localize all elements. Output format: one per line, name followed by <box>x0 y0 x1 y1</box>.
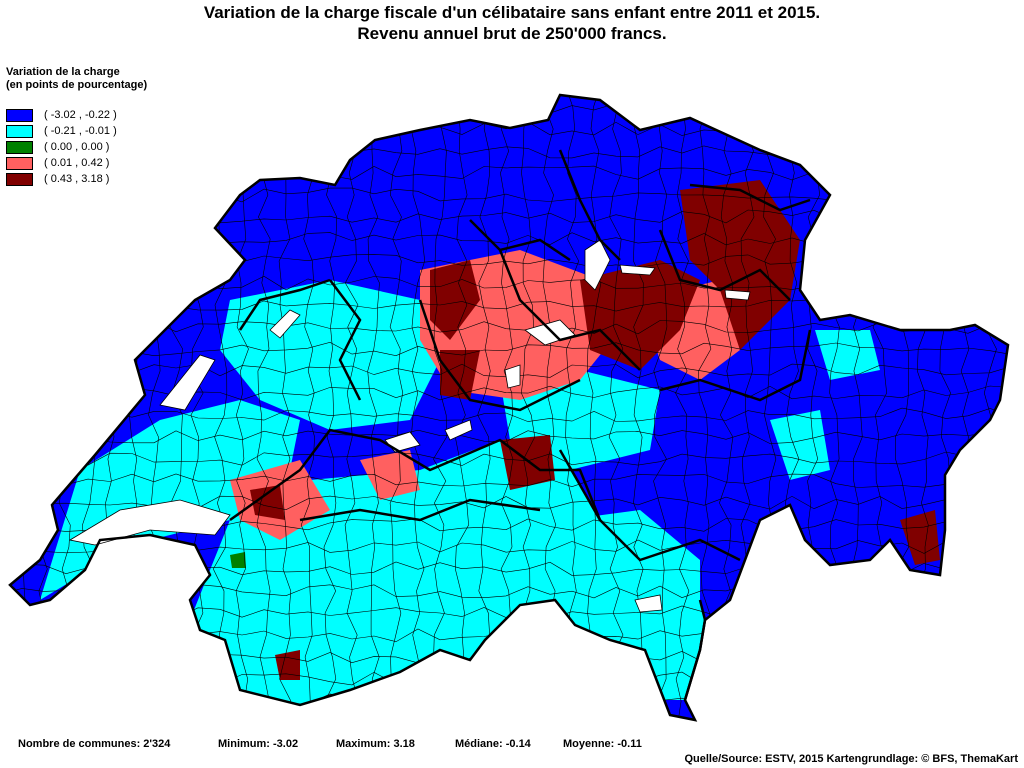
legend-swatch <box>6 109 33 122</box>
canton-border <box>498 249 641 371</box>
commune-boundary <box>0 85 4 723</box>
class-fill <box>230 552 246 568</box>
lake <box>619 264 656 276</box>
commune-boundary <box>15 95 29 720</box>
commune-boundary <box>103 95 117 720</box>
canton-border <box>238 278 331 331</box>
canton-border <box>558 449 741 562</box>
commune-boundary <box>278 95 292 720</box>
commune-boundary <box>10 100 1008 115</box>
lake <box>269 309 301 339</box>
commune-boundary <box>10 671 1008 687</box>
legend-title-2: (en points de pourcentage) <box>6 79 148 91</box>
commune-boundary <box>10 715 1008 720</box>
commune-boundary <box>477 95 491 720</box>
legend-label: ( -3.02 , -0.22 ) <box>44 109 117 121</box>
commune-boundary <box>300 95 315 720</box>
stat-communes: Nombre de communes: 2'324 <box>18 738 171 750</box>
commune-boundary <box>10 627 1008 643</box>
canton-border <box>299 498 541 522</box>
stat-minimum: Minimum: -3.02 <box>218 738 299 750</box>
class-fill <box>680 180 800 350</box>
country-outline <box>8 93 1010 722</box>
legend: Variation de la charge (en points de pou… <box>6 66 148 186</box>
legend-swatch <box>6 141 33 154</box>
stat-mean: Moyenne: -0.11 <box>563 738 642 750</box>
lake <box>504 364 521 389</box>
legend-swatch <box>6 173 33 186</box>
class-fill <box>565 510 700 620</box>
canton-border <box>558 149 621 261</box>
canton-borders <box>229 149 812 701</box>
lakes <box>68 239 751 613</box>
commune-boundary <box>633 95 645 720</box>
canton-border <box>689 183 811 212</box>
commune-boundary <box>10 473 1008 488</box>
canton-border <box>659 329 812 402</box>
class-fill <box>430 260 480 340</box>
lake <box>444 419 473 441</box>
legend-label: ( 0.43 , 3.18 ) <box>44 173 110 185</box>
commune-boundary <box>608 95 624 720</box>
commune-boundary <box>454 95 469 720</box>
title-line-2: Revenu annuel brut de 250'000 francs. <box>357 24 667 43</box>
stat-maximum: Maximum: 3.18 <box>336 738 415 750</box>
commune-boundary <box>1004 95 1008 720</box>
commune-boundary <box>653 95 668 720</box>
title-line-1: Variation de la charge fiscale d'un céli… <box>203 3 821 22</box>
class-fill <box>360 450 420 500</box>
class-fill <box>770 410 830 480</box>
commune-boundary <box>10 649 1008 664</box>
class-fill <box>440 350 480 400</box>
lake <box>724 289 751 301</box>
commune-boundary <box>10 341 1008 357</box>
class-fill <box>580 260 700 370</box>
class-fill <box>220 280 440 430</box>
commune-boundary <box>37 95 51 720</box>
commune-boundary <box>10 429 1008 444</box>
lake <box>634 594 663 613</box>
legend-swatch <box>6 125 33 138</box>
lake <box>584 239 611 291</box>
commune-boundary <box>10 451 1008 466</box>
commune-boundary <box>367 95 381 720</box>
commune-boundary <box>410 95 426 720</box>
commune-boundary <box>586 95 602 720</box>
lake <box>159 354 216 411</box>
legend-title-1: Variation de la charge <box>6 66 120 78</box>
canton-border <box>329 279 362 401</box>
legend-label: ( -0.21 , -0.01 ) <box>44 125 117 137</box>
legend-label: ( 0.01 , 0.42 ) <box>44 157 110 169</box>
commune-boundary <box>323 95 338 720</box>
canton-border <box>229 428 602 522</box>
legend-label: ( 0.00 , 0.00 ) <box>44 141 110 153</box>
commune-boundary <box>389 95 404 720</box>
canton-border <box>469 219 571 262</box>
commune-boundary <box>0 78 1012 91</box>
lake <box>68 499 231 546</box>
class-fill <box>900 510 940 565</box>
commune-boundary <box>256 95 271 720</box>
commune-boundary <box>433 95 447 720</box>
commune-boundary <box>10 320 1008 335</box>
source-credit: Quelle/Source: ESTV, 2015 Kartengrundlag… <box>684 753 1018 765</box>
canton-border <box>658 229 791 301</box>
legend-swatch <box>6 157 33 170</box>
commune-boundary <box>344 95 359 720</box>
commune-boundary <box>80 95 96 720</box>
commune-boundary <box>10 693 1008 709</box>
map-title: Variation de la charge fiscale d'un céli… <box>0 2 1024 44</box>
class-fill <box>815 330 880 380</box>
commune-boundary <box>10 407 1008 422</box>
commune-boundary <box>675 95 690 720</box>
stat-median: Médiane: -0.14 <box>455 738 531 750</box>
canton-border <box>418 299 581 412</box>
commune-boundary <box>58 95 73 720</box>
class-fill <box>250 485 285 520</box>
